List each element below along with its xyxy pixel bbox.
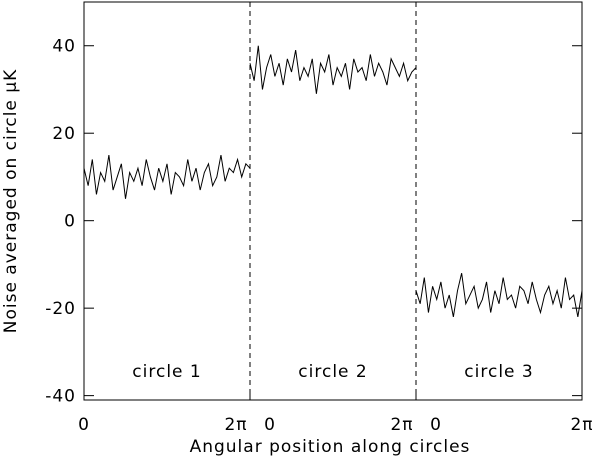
x-tick-label: 2π <box>224 415 247 435</box>
y-tick-label: 0 <box>64 212 76 232</box>
noise-line <box>249 45 417 94</box>
circle-label: circle 2 <box>298 362 367 382</box>
x-axis-label: Angular position along circles <box>190 437 471 457</box>
y-tick-label: 20 <box>52 124 76 144</box>
circle-label: circle 3 <box>464 362 533 382</box>
y-tick-label: -20 <box>45 299 76 319</box>
noise-line <box>83 154 251 199</box>
y-tick-label: 40 <box>52 37 76 57</box>
x-tick-label: 0 <box>264 415 276 435</box>
circle-label: circle 1 <box>132 362 201 382</box>
y-axis-label: Noise averaged on circle μK <box>1 69 21 334</box>
y-tick-label: -40 <box>45 387 76 407</box>
x-tick-label: 2π <box>570 415 593 435</box>
x-tick-label: 0 <box>430 415 442 435</box>
plot-frame <box>83 1 583 401</box>
x-tick-label: 0 <box>78 415 90 435</box>
noise-line <box>415 273 583 317</box>
x-tick-label: 2π <box>390 415 413 435</box>
